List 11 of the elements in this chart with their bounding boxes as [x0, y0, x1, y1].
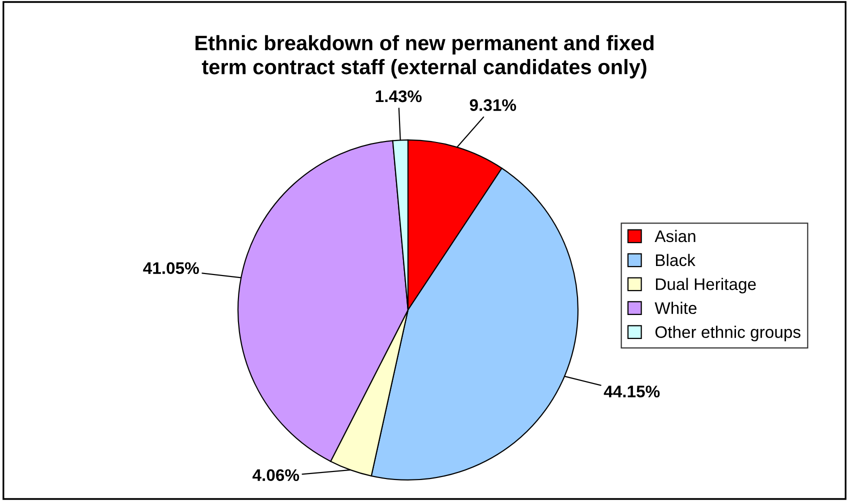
legend-label: Asian	[654, 230, 696, 242]
data-label: 4.06%	[252, 469, 300, 482]
data-label: 1.43%	[376, 90, 422, 102]
chart-title: Ethnic breakdown of new permanent and fixed term contract staff (external candidates only)	[196, 35, 654, 78]
data-label: 44.15%	[604, 386, 660, 398]
legend-label: Dual Heritage	[656, 278, 756, 294]
data-label: 41.05%	[143, 262, 199, 274]
legend-label: White	[654, 302, 697, 314]
legend-label: Black	[656, 254, 696, 266]
legend-label: Other ethnic groups	[655, 326, 800, 342]
data-label: 9.31%	[470, 99, 516, 112]
